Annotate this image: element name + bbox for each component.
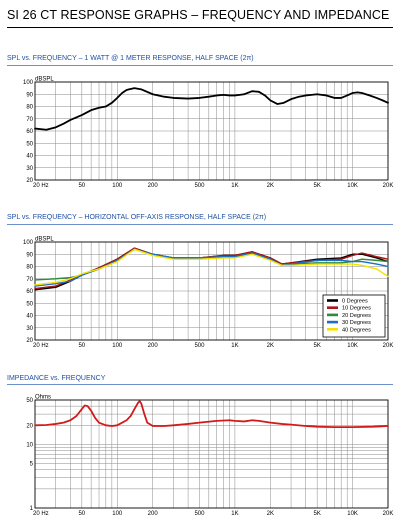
- y-tick-label: 90: [26, 252, 33, 258]
- x-tick-label: 50: [78, 343, 85, 349]
- x-tick-label: 500: [194, 511, 205, 517]
- x-tick-label: 20K: [383, 183, 394, 189]
- page-title: SI 26 CT RESPONSE GRAPHS – FREQUENCY AND…: [7, 8, 390, 22]
- plot-frame: [34, 399, 389, 509]
- y-axis-label: Ohms: [35, 395, 51, 401]
- y-tick-label: 80: [26, 105, 33, 111]
- series-line: [34, 400, 389, 429]
- x-tick-label: 100: [112, 183, 123, 189]
- x-tick-label: 10K: [347, 343, 358, 349]
- x-tick-label: 20 Hz: [33, 511, 49, 517]
- series-line: [34, 248, 389, 286]
- legend-label: 40 Degrees: [342, 327, 371, 333]
- x-tick-label: 5K: [313, 511, 320, 517]
- y-tick-label: 70: [26, 117, 33, 123]
- chart3-heading: IMPEDANCE vs. FREQUENCY: [7, 375, 106, 382]
- y-tick-label: 50: [26, 301, 33, 307]
- y-tick-label: 50: [26, 398, 33, 404]
- y-tick-label: 80: [26, 265, 33, 271]
- series-line: [34, 87, 389, 131]
- y-tick-label: 60: [26, 129, 33, 135]
- y-tick-label: 20: [26, 423, 33, 429]
- x-tick-label: 10K: [347, 511, 358, 517]
- x-tick-label: 1K: [231, 511, 238, 517]
- y-tick-label: 40: [26, 154, 33, 160]
- y-tick-label: 30: [26, 326, 33, 332]
- chart3-heading-rule: [7, 384, 393, 385]
- legend-label: 30 Degrees: [342, 320, 371, 326]
- series-line: [34, 248, 389, 287]
- x-tick-label: 200: [148, 511, 159, 517]
- x-tick-label: 20K: [383, 511, 394, 517]
- x-tick-label: 1K: [231, 183, 238, 189]
- y-tick-label: 5: [30, 462, 34, 468]
- x-tick-label: 100: [112, 343, 123, 349]
- x-tick-label: 2K: [267, 511, 274, 517]
- x-tick-label: 20K: [383, 343, 394, 349]
- y-tick-label: 100: [23, 240, 34, 246]
- y-tick-label: 70: [26, 277, 33, 283]
- y-tick-label: 90: [26, 92, 33, 98]
- y-tick-label: 20: [26, 178, 33, 184]
- y-tick-label: 100: [23, 80, 34, 86]
- legend-label: 20 Degrees: [342, 313, 371, 319]
- x-tick-label: 1K: [231, 343, 238, 349]
- y-tick-label: 30: [26, 166, 33, 172]
- x-tick-label: 500: [194, 183, 205, 189]
- chart2-heading-rule: [7, 224, 393, 225]
- x-tick-label: 5K: [313, 183, 320, 189]
- chart1-heading: SPL vs. FREQUENCY – 1 WATT @ 1 METER RES…: [7, 55, 254, 62]
- x-tick-label: 2K: [267, 343, 274, 349]
- y-axis-label: dBSPL: [35, 77, 54, 83]
- legend-label: 10 Degrees: [342, 306, 371, 312]
- x-tick-label: 50: [78, 183, 85, 189]
- x-tick-label: 200: [148, 183, 159, 189]
- x-tick-label: 500: [194, 343, 205, 349]
- x-tick-label: 10K: [347, 183, 358, 189]
- grid-lines: [35, 400, 388, 508]
- chart2-heading: SPL vs. FREQUENCY – HORIZONTAL OFF-AXIS …: [7, 214, 267, 221]
- y-tick-label: 20: [26, 338, 33, 344]
- title-divider: [7, 27, 393, 28]
- chart1-heading-rule: [7, 65, 393, 66]
- x-tick-label: 2K: [267, 183, 274, 189]
- x-tick-label: 200: [148, 343, 159, 349]
- x-tick-label: 20 Hz: [33, 343, 49, 349]
- y-tick-label: 10: [26, 442, 33, 448]
- y-tick-label: 60: [26, 289, 33, 295]
- x-tick-label: 50: [78, 511, 85, 517]
- y-tick-label: 50: [26, 141, 33, 147]
- plot-frame: [34, 241, 389, 341]
- y-axis-label: dBSPL: [35, 237, 54, 243]
- y-tick-label: 1: [30, 506, 34, 512]
- x-tick-label: 20 Hz: [33, 183, 49, 189]
- x-tick-label: 100: [112, 511, 123, 517]
- y-tick-label: 40: [26, 314, 33, 320]
- plot-frame: [34, 81, 389, 181]
- x-tick-label: 5K: [313, 343, 320, 349]
- legend-label: 0 Degrees: [342, 299, 368, 305]
